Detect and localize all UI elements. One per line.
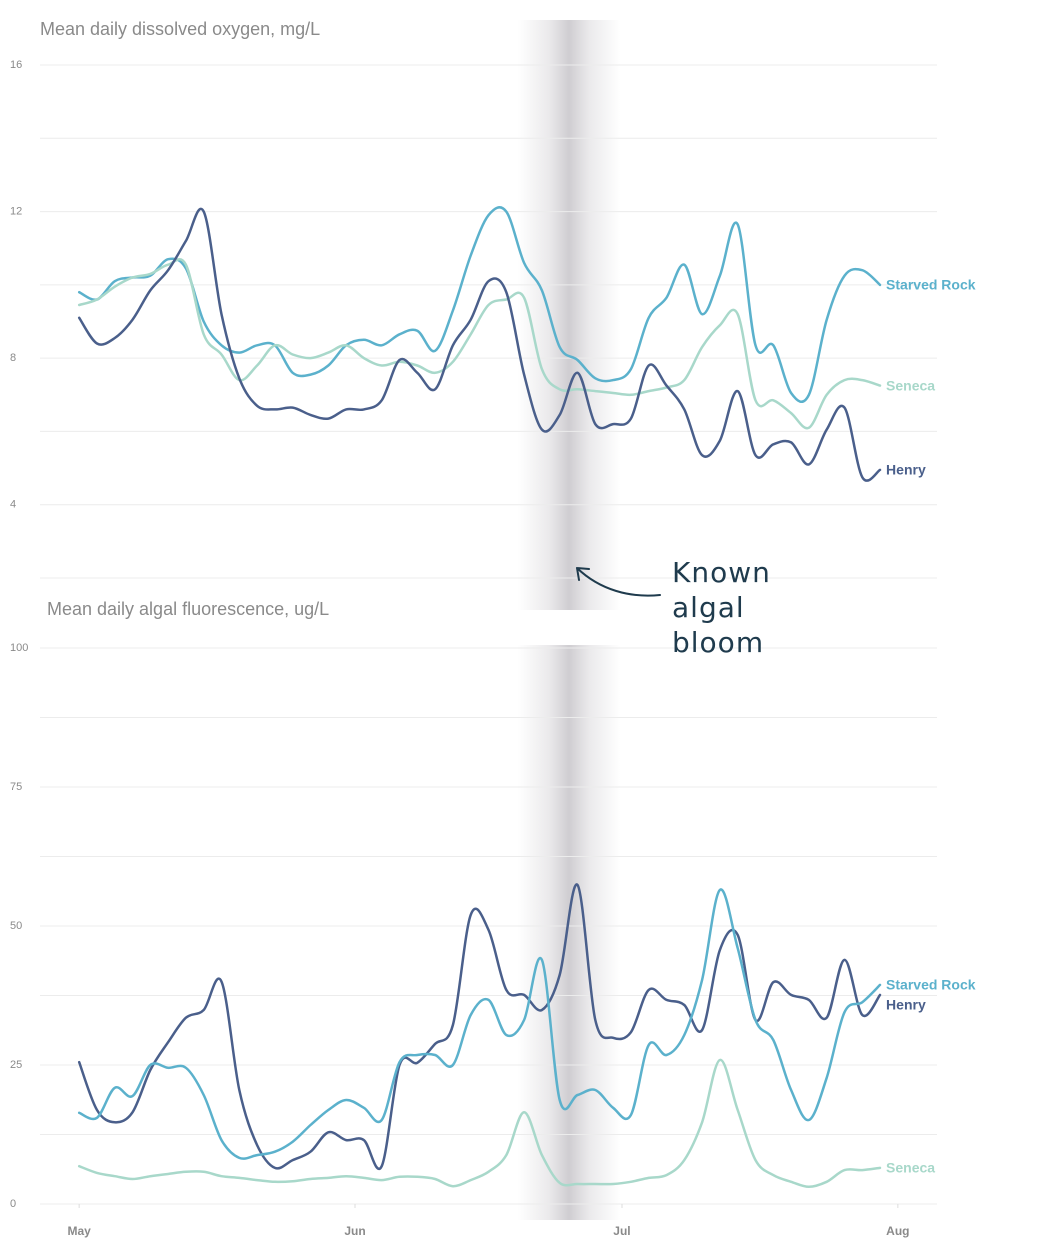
text-layer: Mean daily dissolved oxygen, mg/L 4 8 12 16 S… [10, 19, 976, 1238]
x-tick-label: Jun [344, 1224, 365, 1238]
y-tick-label: 0 [10, 1198, 16, 1210]
y-tick-label: 4 [10, 499, 16, 511]
annotation-text: Known [672, 556, 771, 589]
highlight-layer [517, 20, 621, 1220]
series-label: Henry [886, 462, 926, 478]
series-line [77, 207, 882, 482]
y-tick-label: 50 [10, 920, 22, 932]
series-line [77, 257, 882, 430]
series-label: Starved Rock [886, 977, 976, 993]
series-line [77, 206, 882, 403]
highlight-band [517, 20, 621, 610]
y-tick-label: 75 [10, 781, 22, 793]
annotation-text: algal [672, 591, 745, 624]
line-layer [77, 206, 882, 1189]
series-line [77, 883, 882, 1171]
x-tick-label: May [67, 1224, 91, 1238]
y-tick-label: 8 [10, 352, 16, 364]
y-tick-label: 16 [10, 59, 22, 71]
series-label: Seneca [886, 1160, 935, 1176]
x-tick-label: Aug [886, 1224, 909, 1238]
series-label: Henry [886, 997, 926, 1013]
chart-title: Mean daily algal fluorescence, ug/L [47, 599, 329, 619]
grid-layer [40, 64, 937, 1208]
y-tick-label: 25 [10, 1059, 22, 1071]
chart-title: Mean daily dissolved oxygen, mg/L [40, 19, 320, 39]
series-line [77, 888, 882, 1160]
annotation-arrow [576, 567, 661, 597]
y-tick-label: 100 [10, 642, 28, 654]
series-line [77, 1058, 882, 1189]
series-label: Seneca [886, 377, 935, 393]
series-label: Starved Rock [886, 277, 976, 293]
x-tick-label: Jul [613, 1224, 630, 1238]
annotation-text: bloom [672, 626, 764, 659]
highlight-band [517, 645, 621, 1220]
y-tick-label: 12 [10, 205, 22, 217]
